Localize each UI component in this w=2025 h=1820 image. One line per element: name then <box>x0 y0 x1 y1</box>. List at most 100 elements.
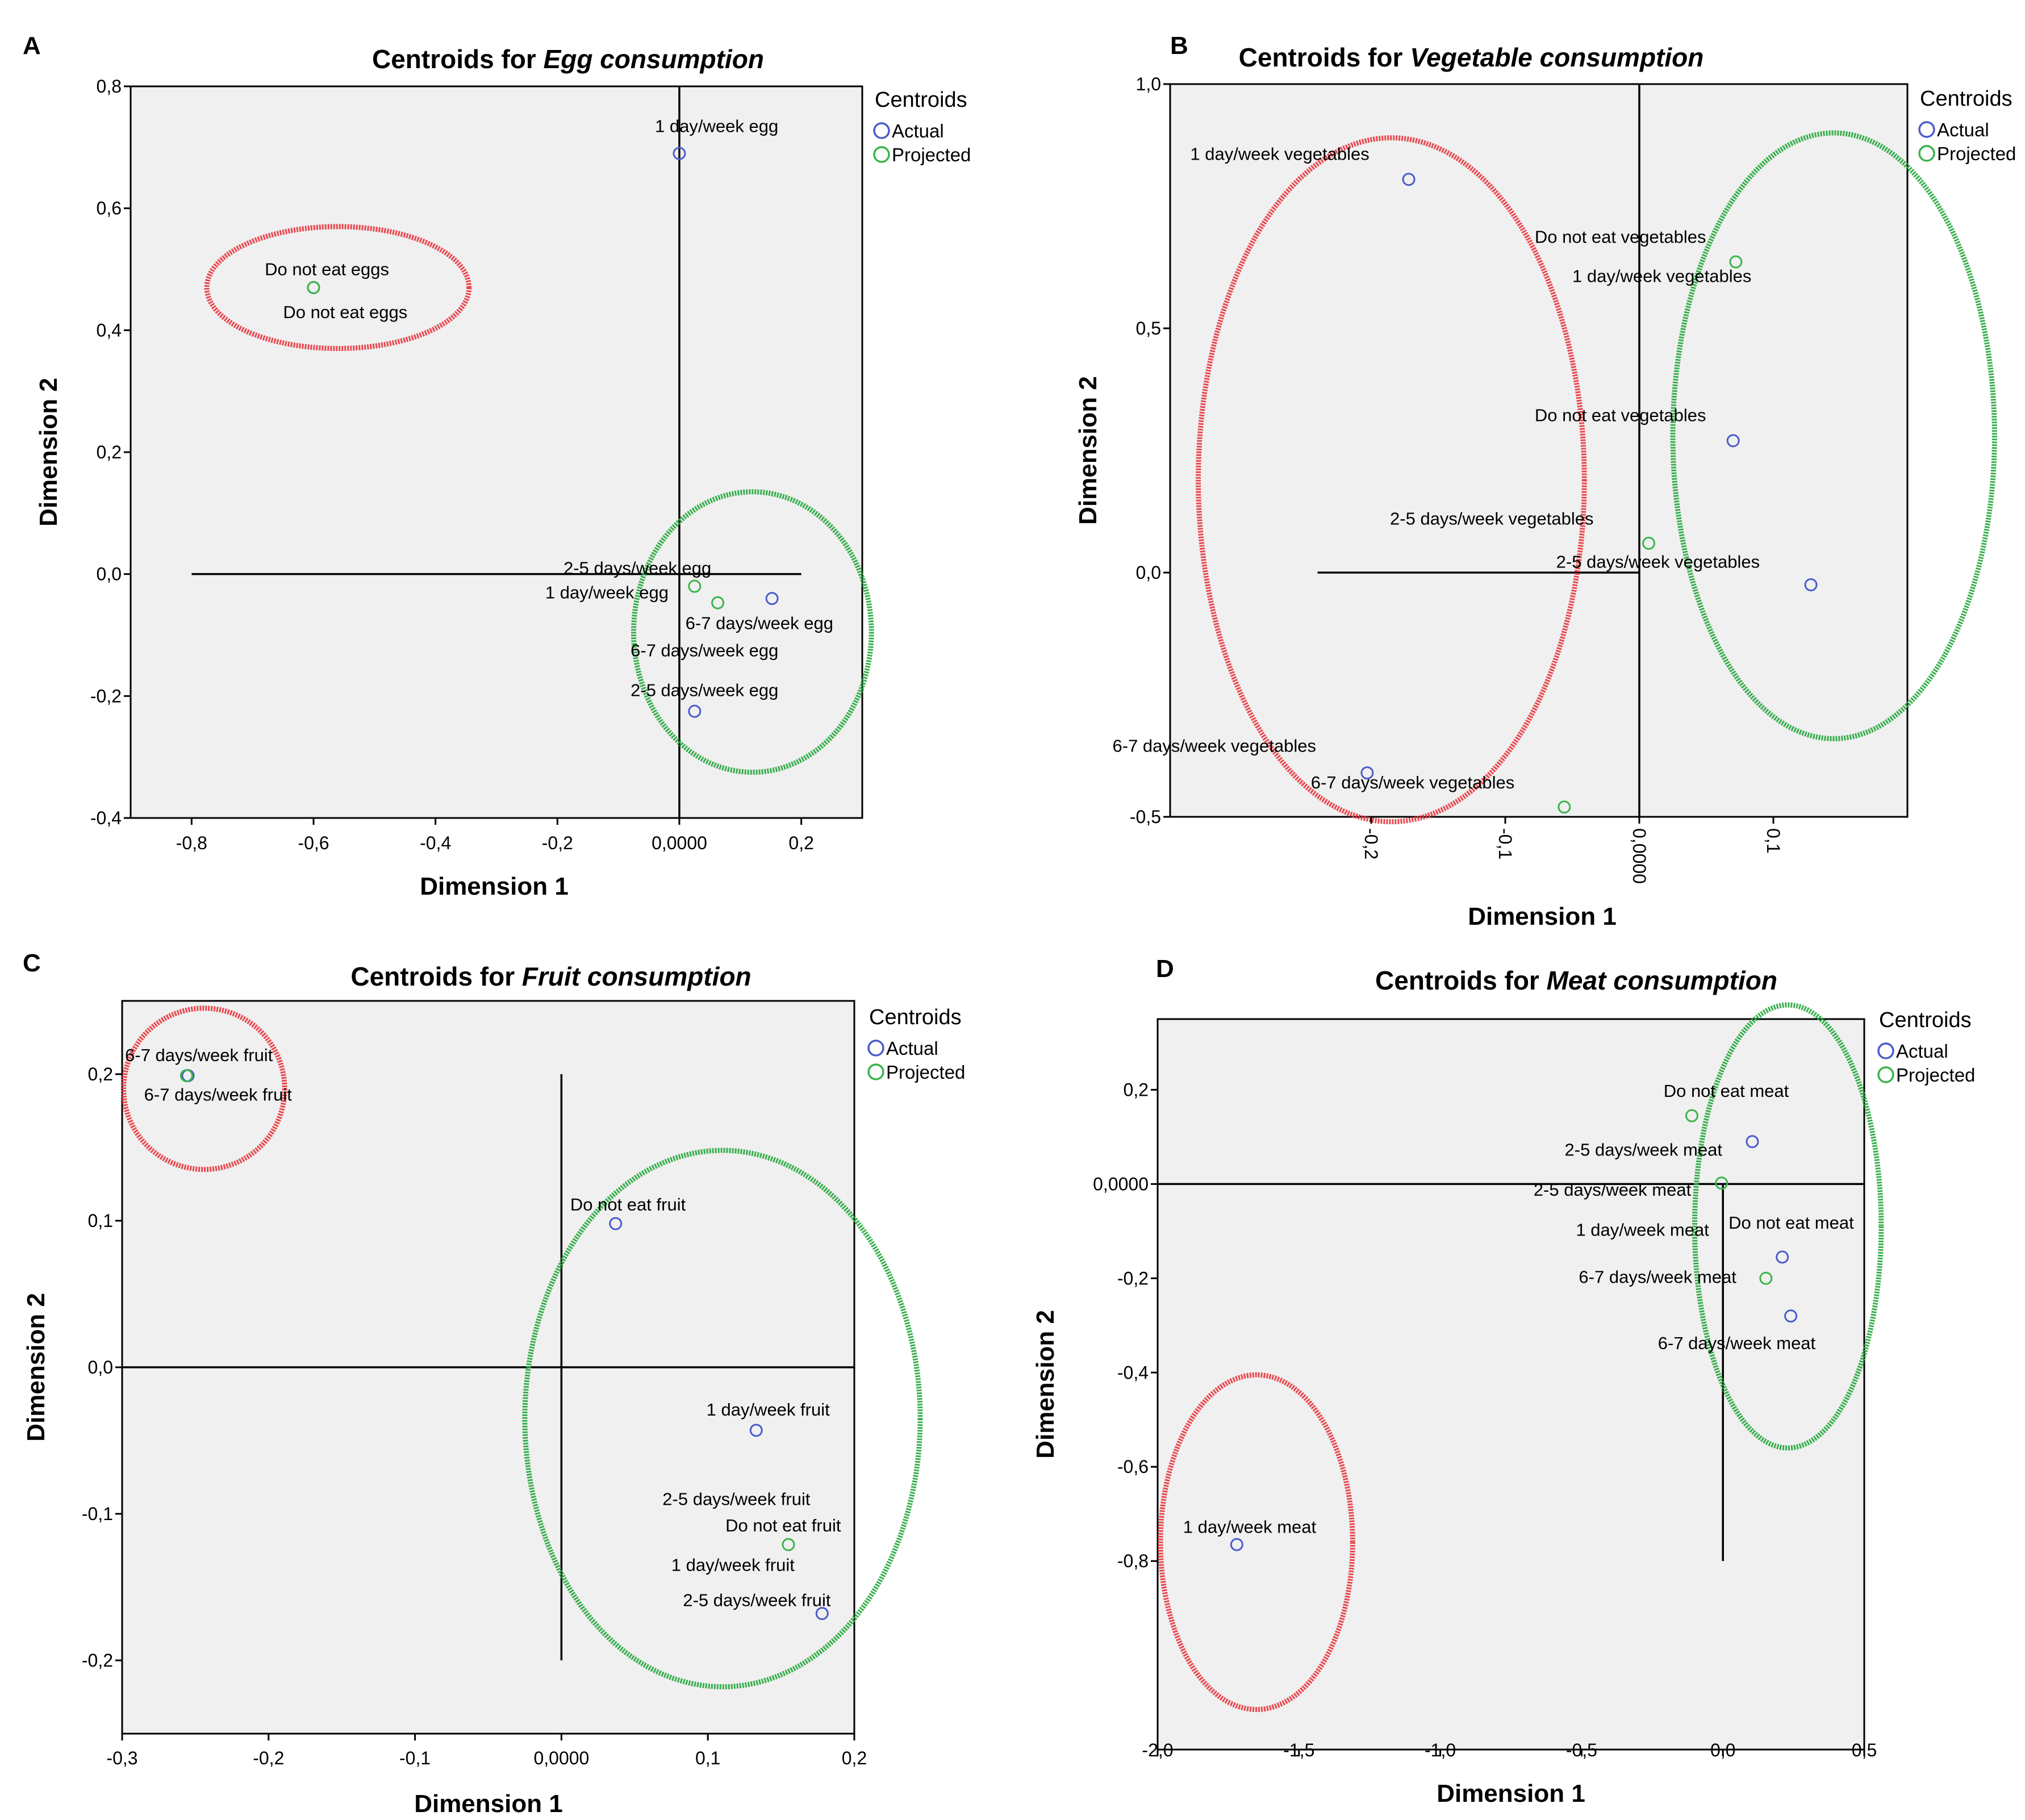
y-tick-label: -0,2 <box>82 1650 113 1671</box>
chart-title: Centroids for Egg consumption <box>372 44 764 74</box>
chart-title-italic: Fruit consumption <box>522 962 751 991</box>
projected-centroid-point <box>1685 1109 1698 1122</box>
y-tick-label: 0,2 <box>88 1064 113 1084</box>
y-tick-label: -0,8 <box>1117 1551 1149 1571</box>
legend-actual-label: Actual <box>1937 119 1989 140</box>
legend-projected-label: Projected <box>1896 1065 1975 1086</box>
red-cluster-ellipse <box>204 224 472 352</box>
legend-title: Centroids <box>875 88 967 112</box>
green-cluster-ellipse <box>1692 1002 1884 1451</box>
point-label: 6-7 days/week vegetables <box>1113 736 1316 756</box>
y-tick-label: 0,0 <box>1136 562 1161 583</box>
x-tick-label: -1,5 <box>1283 1740 1314 1760</box>
point-label: Do not eat meat <box>1728 1213 1854 1233</box>
y-tick-label: -0,2 <box>90 686 122 706</box>
projected-centroid-point <box>782 1538 795 1551</box>
chart-title-prefix: Centroids for <box>1375 966 1547 995</box>
point-label: 6-7 days/week meat <box>1579 1267 1736 1287</box>
projected-centroid-point <box>1759 1271 1773 1285</box>
x-tick-label: 0,2 <box>788 833 813 853</box>
point-label: 2-5 days/week vegetables <box>1556 552 1760 571</box>
y-tick-label: -0,4 <box>1117 1362 1149 1383</box>
y-tick-label: 0,1 <box>88 1210 113 1231</box>
actual-centroid-point <box>1402 173 1416 186</box>
actual-centroid-point <box>815 1606 829 1620</box>
y-tick-label: 0,4 <box>97 320 122 340</box>
actual-centroid-point <box>688 704 702 718</box>
legend-title: Centroids <box>869 1005 962 1029</box>
point-label: 1 day/week egg <box>545 583 669 603</box>
point-label: Do not eat eggs <box>265 260 389 279</box>
point-label: 1 day/week meat <box>1183 1517 1317 1537</box>
chart-title-prefix: Centroids for <box>1239 43 1410 72</box>
panel-c: C Centroids for Fruit consumption -0,3 -0,2… <box>22 949 965 1818</box>
y-tick-label: 1,0 <box>1136 74 1161 94</box>
legend-actual-marker <box>873 122 890 139</box>
actual-centroid-point <box>1360 766 1374 780</box>
point-label: 2-5 days/week fruit <box>662 1489 811 1509</box>
legend-projected-marker <box>873 146 890 163</box>
legend-actual-marker <box>1918 121 1935 138</box>
actual-centroid-point <box>1230 1538 1243 1551</box>
plot-area <box>130 85 863 819</box>
chart-title: Centroids for Vegetable consumption <box>1239 43 1704 72</box>
panel-a: A Centroids for Egg consumption -0,8 -0,6 -0… <box>23 32 971 900</box>
point-label: 1 day/week vegetables <box>1190 144 1369 164</box>
y-tick-label: 0,0000 <box>1093 1174 1149 1194</box>
actual-centroid-point <box>749 1424 763 1437</box>
point-label: Do not eat fruit <box>570 1195 686 1214</box>
point-label: Do not eat vegetables <box>1535 227 1706 247</box>
green-cluster-ellipse <box>631 489 874 775</box>
plot-area <box>1169 83 1909 818</box>
x-tick-label: 0,0 <box>1710 1740 1735 1760</box>
projected-centroid-point <box>1729 255 1743 269</box>
projected-centroid-point <box>1642 536 1656 550</box>
x-axis-label: Dimension 1 <box>420 873 569 900</box>
x-tick-label: -0,1 <box>1495 828 1515 859</box>
actual-centroid-point <box>609 1217 623 1230</box>
point-label: 1 day/week fruit <box>707 1400 830 1420</box>
projected-centroid-point <box>711 596 725 610</box>
chart-title-italic: Vegetable consumption <box>1410 43 1703 72</box>
y-tick-label: 0,0 <box>97 564 122 585</box>
x-axis-label: Dimension 1 <box>414 1790 563 1818</box>
chart-title-italic: Egg consumption <box>544 44 764 74</box>
x-tick-label: -0,6 <box>298 833 329 853</box>
y-tick-label: -0,4 <box>90 808 122 828</box>
x-tick-label: 0,0000 <box>533 1748 589 1768</box>
actual-centroid-point <box>1746 1135 1759 1149</box>
x-tick-label: 0,5 <box>1852 1740 1877 1760</box>
chart-title: Centroids for Fruit consumption <box>350 962 751 991</box>
point-label: 6-7 days/week fruit <box>144 1084 293 1104</box>
legend-actual-label: Actual <box>1896 1041 1948 1062</box>
y-tick-label: 0,8 <box>97 76 122 97</box>
point-label: 6-7 days/week egg <box>631 641 778 661</box>
y-tick-label: 0,6 <box>97 198 122 219</box>
actual-centroid-point <box>1776 1250 1789 1264</box>
x-tick-label: -0,1 <box>399 1748 431 1768</box>
projected-centroid-point <box>307 281 320 294</box>
x-tick-label: -0,5 <box>1566 1740 1597 1760</box>
red-cluster-ellipse <box>1158 1372 1355 1712</box>
panel-d: D Centroids for Meat consumption -2,0 -1,5 -… <box>1032 955 1975 1808</box>
x-tick-label: 0,0000 <box>652 833 707 853</box>
point-label: 1 day/week meat <box>1576 1220 1709 1240</box>
green-cluster-ellipse <box>522 1147 923 1689</box>
point-label: 6-7 days/week vegetables <box>1311 773 1514 792</box>
projected-centroid-point <box>1558 800 1571 814</box>
panel-letter: C <box>23 949 41 977</box>
x-tick-label: 0,1 <box>695 1748 720 1768</box>
projected-centroid-point <box>179 1069 193 1083</box>
projected-centroid-point <box>688 579 702 593</box>
legend-projected-marker <box>867 1063 884 1080</box>
y-tick-label: -0,2 <box>1117 1268 1149 1288</box>
point-label: 1 day/week fruit <box>671 1555 795 1575</box>
y-tick-label: 0,5 <box>1136 318 1161 339</box>
point-label: Do not eat vegetables <box>1535 405 1706 425</box>
x-tick-label: -0,3 <box>106 1748 137 1768</box>
legend-projected-label: Projected <box>892 144 971 165</box>
legend-projected-label: Projected <box>886 1062 965 1083</box>
y-axis-label: Dimension 2 <box>1032 1310 1059 1459</box>
legend-actual-marker <box>867 1040 884 1057</box>
legend-actual-marker <box>1877 1042 1894 1059</box>
